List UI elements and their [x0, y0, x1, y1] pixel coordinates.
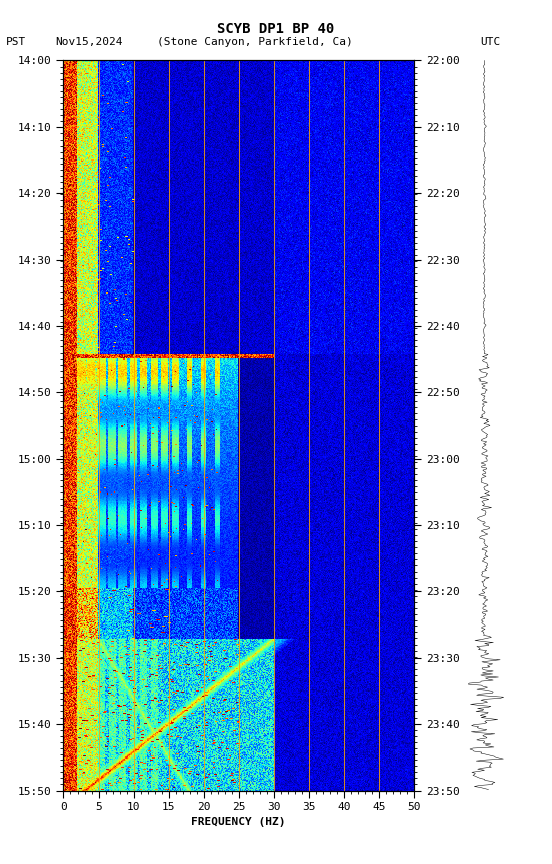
- Text: (Stone Canyon, Parkfield, Ca): (Stone Canyon, Parkfield, Ca): [157, 37, 353, 48]
- Text: Nov15,2024: Nov15,2024: [55, 37, 123, 48]
- Text: PST: PST: [6, 37, 26, 48]
- Text: UTC: UTC: [480, 37, 501, 48]
- X-axis label: FREQUENCY (HZ): FREQUENCY (HZ): [192, 816, 286, 827]
- Text: SCYB DP1 BP 40: SCYB DP1 BP 40: [217, 22, 335, 35]
